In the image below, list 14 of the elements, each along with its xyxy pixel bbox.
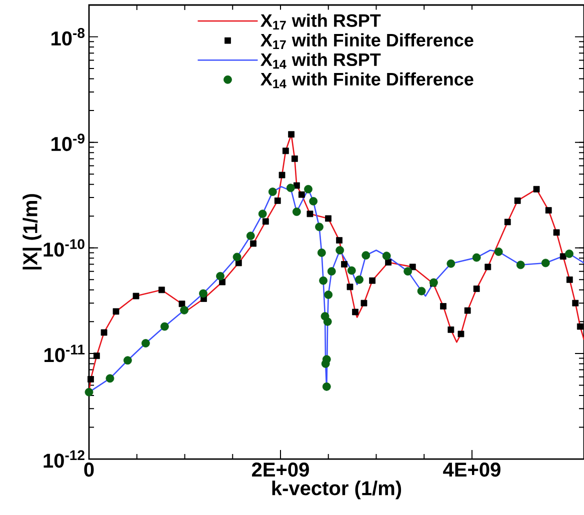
legend-label: X$_{14}$ with Finite Difference bbox=[260, 72, 474, 88]
y-tick-label: 10$^{-10}$ bbox=[44, 239, 84, 257]
x-tick-label: 0 bbox=[84, 462, 94, 477]
x-tick-label: 4E+09 bbox=[443, 462, 500, 477]
x-tick-label: 2E+09 bbox=[252, 462, 309, 477]
y-axis-title: |X| (1/m) bbox=[22, 194, 42, 270]
x-axis-title: k-vector (1/m) bbox=[272, 480, 402, 500]
legend-label: X$_{14}$ with RSPT bbox=[260, 52, 381, 69]
y-tick-label: 10$^{-8}$ bbox=[52, 28, 85, 46]
y-tick-label: 10$^{-9}$ bbox=[52, 134, 84, 152]
y-tick-label: 10$^{-11}$ bbox=[44, 344, 85, 362]
legend-label: X$_{17}$ with RSPT bbox=[260, 14, 381, 30]
y-tick-label: 10$^{-12}$ bbox=[44, 450, 84, 468]
legend-label: X$_{17}$ with Finite Difference bbox=[260, 33, 474, 50]
